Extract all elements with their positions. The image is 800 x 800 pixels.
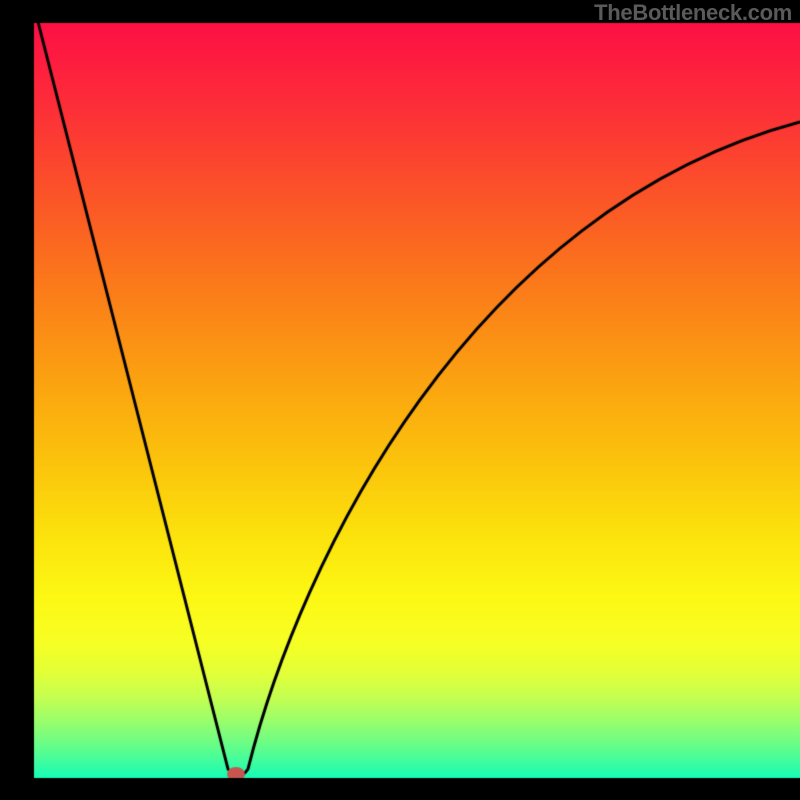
watermark-text: TheBottleneck.com xyxy=(594,0,792,26)
bottleneck-chart-canvas xyxy=(0,0,800,800)
chart-container: TheBottleneck.com xyxy=(0,0,800,800)
